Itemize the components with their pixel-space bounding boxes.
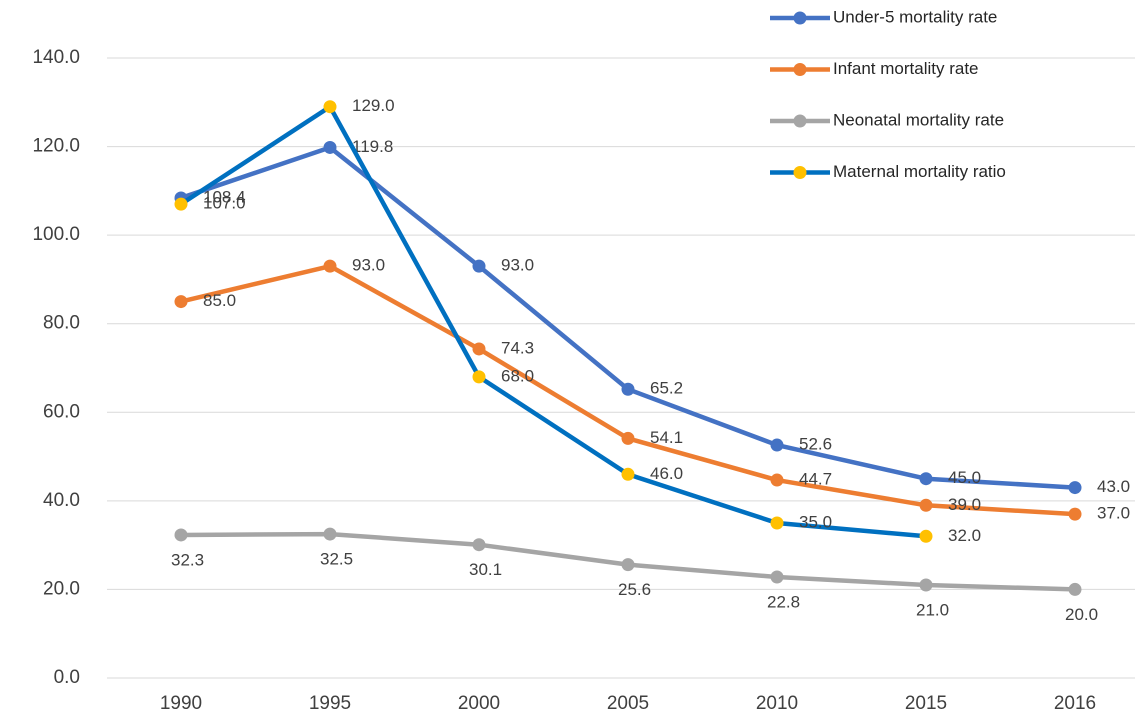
legend-marker [793,11,807,25]
data-label: 119.8 [352,137,393,156]
marker [621,558,635,572]
data-label: 45.0 [948,468,981,487]
data-label: 32.3 [171,550,204,569]
marker [174,197,188,211]
data-label: 54.1 [650,428,683,447]
y-tick-label: 100.0 [32,224,80,245]
marker [919,578,933,592]
data-label: 129.0 [352,96,395,115]
data-label: 32.5 [320,550,353,569]
data-label: 32.0 [948,526,981,545]
legend-label: Neonatal mortality rate [833,110,1004,129]
data-label: 39.0 [948,495,981,514]
legend-label: Maternal mortality ratio [833,162,1006,181]
x-tick-label: 2005 [607,693,649,714]
legend-marker [793,166,807,179]
data-label: 21.0 [916,600,949,619]
y-tick-label: 140.0 [32,47,80,68]
marker [323,527,337,541]
marker [472,538,486,552]
data-label: 68.0 [501,366,534,385]
data-label: 52.6 [799,435,832,454]
x-tick-label: 1995 [309,693,351,714]
data-label: 107.0 [203,194,246,213]
data-label: 43.0 [1097,477,1130,496]
data-label: 20.0 [1065,605,1098,624]
marker [770,516,784,530]
marker [1068,507,1082,521]
x-tick-label: 2000 [458,693,500,714]
data-label: 108.4 [203,187,246,206]
marker [323,100,337,114]
data-label: 44.7 [799,470,832,489]
data-label: 37.0 [1097,504,1130,523]
marker [174,528,188,542]
marker [1068,481,1082,495]
legend-label: Under-5 mortality rate [833,7,997,26]
data-label: 85.0 [203,291,236,310]
marker [621,382,635,396]
legend-marker [793,63,807,76]
marker [770,473,784,487]
data-label: 93.0 [501,256,534,275]
marker [472,342,486,356]
marker [472,370,486,384]
marker [919,498,933,512]
legend-marker [793,114,807,128]
marker [621,431,635,445]
legend-label: Infant mortality rate [833,59,979,78]
marker [472,259,486,273]
marker [1068,582,1082,596]
marker [770,438,784,452]
x-tick-label: 2010 [756,693,798,714]
marker [919,529,933,543]
series-line [179,104,927,539]
y-tick-label: 20.0 [43,578,80,599]
marker [770,570,784,584]
x-tick-label: 2016 [1054,693,1096,714]
data-label: 74.3 [501,338,534,357]
marker [174,295,188,309]
data-label: 35.0 [799,512,832,531]
data-label: 22.8 [767,593,800,612]
marker [323,259,337,273]
x-tick-label: 1990 [160,693,202,714]
data-label: 30.1 [469,560,502,579]
data-label: 65.2 [650,379,683,398]
y-tick-label: 0.0 [54,667,80,688]
data-label: 93.0 [352,256,385,275]
y-tick-label: 120.0 [32,136,80,157]
marker [323,140,337,154]
y-tick-label: 60.0 [43,401,80,422]
data-label: 46.0 [650,464,683,483]
marker [919,472,933,486]
marker [621,467,635,481]
data-label: 25.6 [618,580,651,599]
y-tick-label: 40.0 [43,490,80,511]
y-tick-label: 80.0 [43,313,80,334]
x-tick-label: 2015 [905,693,947,714]
